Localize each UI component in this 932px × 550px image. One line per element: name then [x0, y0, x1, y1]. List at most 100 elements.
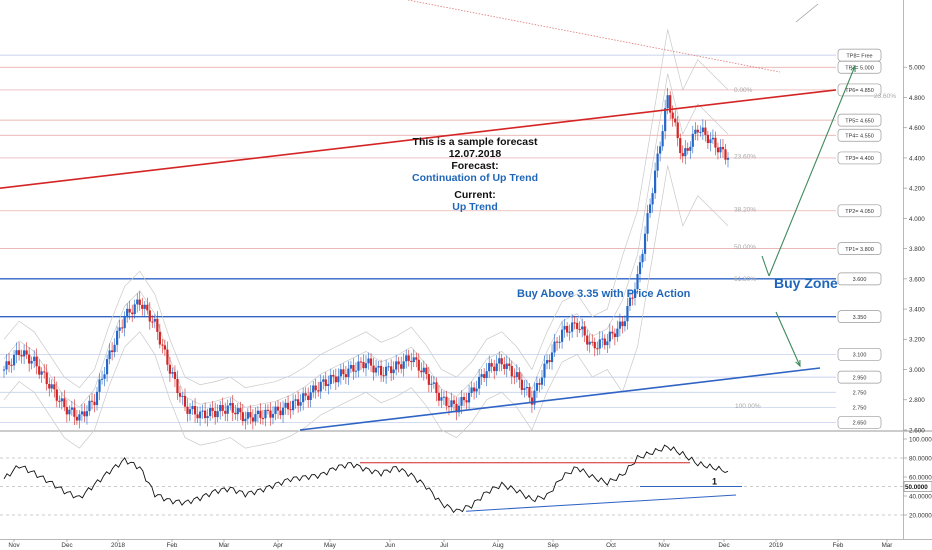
candle-body: [357, 361, 360, 371]
candle-body: [307, 395, 310, 401]
candle-body: [558, 341, 561, 343]
candle-body: [141, 304, 144, 309]
candle-body: [726, 157, 730, 160]
candle-body: [435, 382, 438, 393]
candle-body: [304, 393, 307, 396]
candle-body: [17, 350, 21, 356]
candle-body: [495, 363, 498, 372]
candle-body: [68, 409, 71, 415]
candle-body: [226, 405, 229, 414]
candle-body: [674, 118, 677, 123]
candle-body: [133, 304, 136, 315]
candle-body: [633, 289, 637, 299]
candle-body: [269, 410, 272, 418]
buy-zone-label: Buy Zone: [774, 275, 838, 291]
candle-body: [289, 409, 292, 411]
candle-body: [535, 383, 539, 391]
time-tick-label: 2018: [111, 542, 126, 549]
candle-body: [686, 148, 689, 151]
candle-body: [246, 412, 249, 419]
candle-body: [666, 95, 669, 109]
candle-body: [83, 411, 86, 417]
osc-current-label: 50.0000: [905, 484, 928, 491]
candle-body: [302, 393, 305, 403]
candle-body: [616, 328, 619, 338]
candle-body: [611, 331, 614, 334]
candle-body: [427, 374, 430, 385]
oscillator-line: [3, 444, 729, 514]
candle-body: [359, 361, 363, 363]
candle-body: [70, 407, 73, 410]
candle-body: [110, 350, 114, 353]
candle-body: [432, 382, 435, 384]
candle-body: [271, 413, 275, 418]
candle-body: [618, 321, 622, 329]
candle-body: [251, 417, 254, 422]
price-level-box: [837, 204, 882, 218]
time-tick-label: Mar: [219, 542, 230, 549]
candle-body: [211, 407, 214, 411]
candle-body: [721, 146, 725, 150]
price-tick-label: 2.600: [909, 427, 925, 434]
time-tick-label: Aug: [492, 542, 504, 549]
candle-body: [643, 233, 647, 254]
candle-body: [691, 133, 694, 147]
candle-body: [462, 397, 466, 401]
candle-body: [53, 384, 56, 390]
candle-body: [510, 365, 513, 377]
candle-body: [540, 377, 544, 385]
candle-body: [153, 318, 156, 322]
candle-body: [387, 366, 390, 368]
price-tick-label: 4.000: [909, 216, 925, 223]
sample-line-2: 12.07.2018: [448, 148, 502, 160]
candle-body: [442, 396, 446, 398]
current-label: Current:: [454, 189, 496, 201]
time-tick-label: May: [324, 542, 337, 549]
candle-body: [450, 400, 453, 407]
candle-body: [186, 406, 189, 414]
price-level-label: TP7= 5.000: [845, 66, 874, 72]
candle-body: [651, 193, 654, 205]
sample-line-1: This is a sample forecast: [412, 136, 538, 148]
time-tick-label: Feb: [167, 542, 178, 549]
candle-body: [455, 403, 458, 413]
candle-body: [55, 389, 58, 401]
down-arrow: [775, 311, 801, 367]
candle-body: [591, 341, 594, 343]
candle-body: [161, 344, 164, 346]
fib-label: 0.00%: [734, 87, 753, 94]
osc-tick-label: 60.0000: [909, 474, 932, 481]
candle-body: [407, 355, 410, 361]
candle-body: [608, 331, 611, 342]
candle-body: [284, 402, 287, 408]
candle-body: [40, 371, 43, 375]
candle-body: [716, 147, 720, 153]
candle-body: [581, 326, 584, 330]
candle-body: [188, 409, 192, 414]
candle-body: [312, 385, 315, 393]
candle-body: [163, 345, 166, 350]
candle-body: [354, 370, 358, 372]
candle-body: [465, 400, 468, 403]
candle-body: [626, 305, 629, 322]
candle-body: [103, 374, 106, 379]
candle-body: [460, 397, 463, 406]
candle-body: [543, 363, 546, 378]
candle-body: [15, 350, 18, 355]
price-tick-label: 3.400: [909, 306, 925, 313]
candle-body: [337, 376, 340, 383]
price-level-box: [837, 348, 882, 361]
candle-body: [362, 361, 365, 369]
candle-body: [229, 403, 232, 406]
osc-tick-label: 20.0000: [909, 512, 932, 519]
candle-body: [369, 358, 373, 366]
candle-body: [704, 127, 707, 135]
candle-body: [528, 386, 531, 398]
candle-body: [566, 325, 569, 333]
candle-body: [317, 390, 320, 392]
candle-body: [555, 341, 559, 343]
candle-body: [349, 365, 353, 369]
candle-body: [586, 335, 589, 345]
candle-body: [379, 365, 383, 376]
candle-body: [553, 341, 556, 353]
